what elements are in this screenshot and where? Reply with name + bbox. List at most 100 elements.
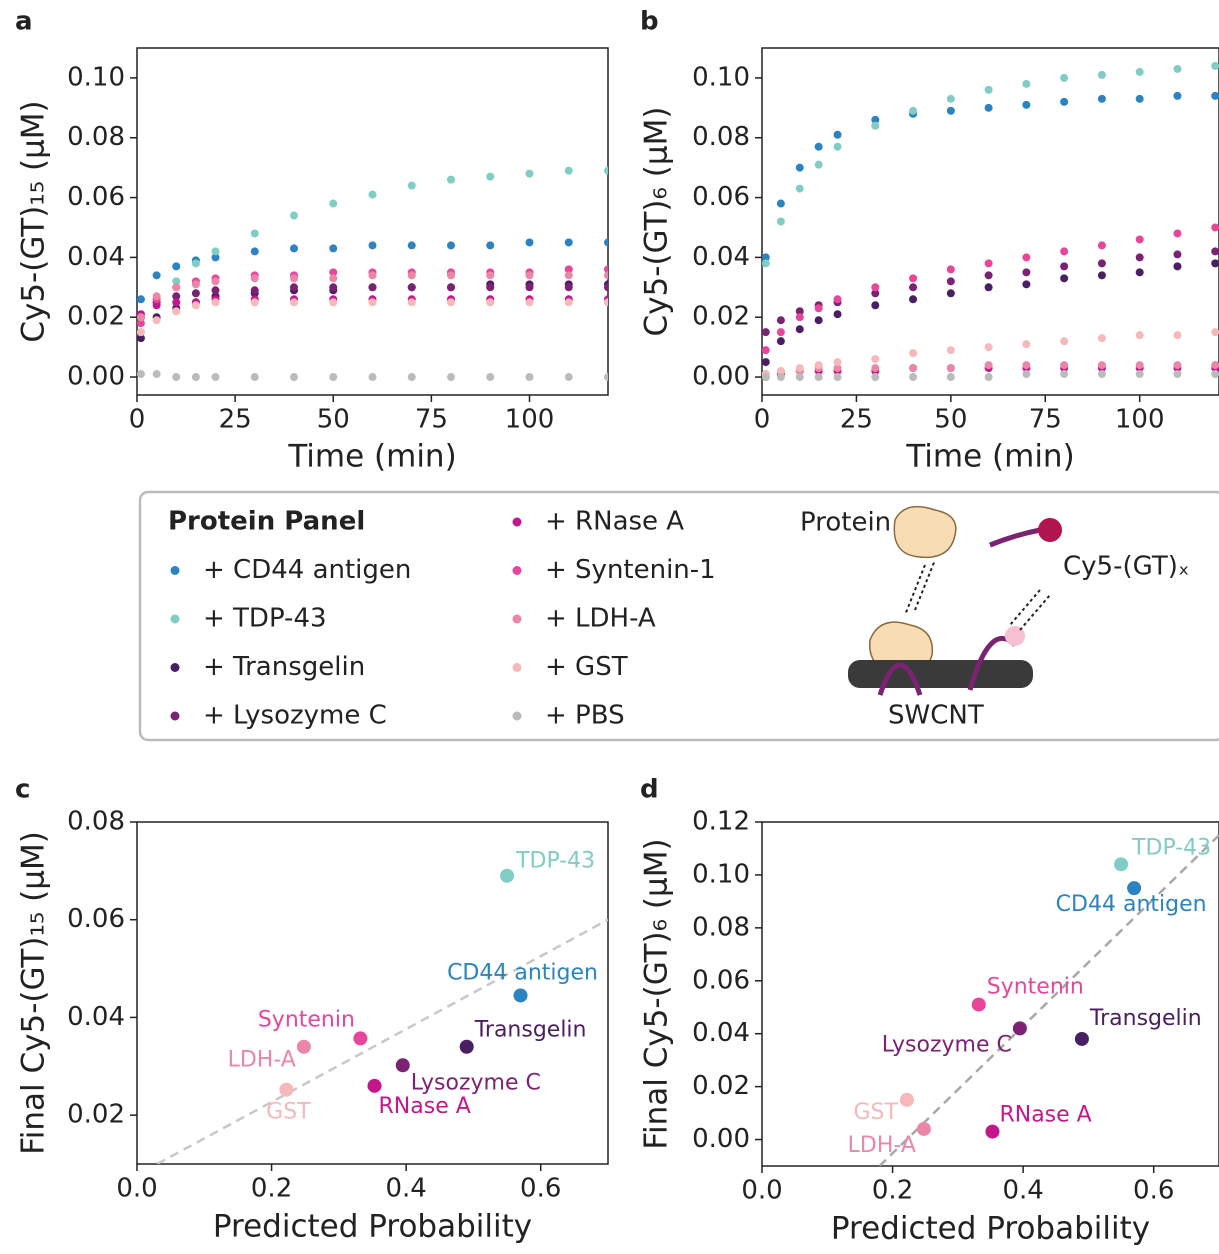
data-point [250,247,259,256]
data-point [762,259,770,268]
data-point [1135,94,1144,103]
y-tick-label: 0.10 [67,62,125,92]
data-point [1211,361,1219,370]
data-point [776,217,785,226]
data-point [871,121,880,130]
data-point [513,988,528,1003]
point-label: Lysozyme C [411,1070,541,1095]
data-point [1022,340,1031,349]
data-point [329,268,338,277]
data-point [191,373,200,382]
data-point [564,298,573,307]
data-point [250,274,259,283]
legend-label: + GST [545,652,628,682]
x-tick-label: 50 [934,405,967,435]
data-point [172,283,181,292]
data-point [604,373,608,382]
data-point [814,304,823,313]
data-point [329,244,338,253]
legend-marker [512,517,522,527]
data-point [447,373,455,382]
data-point [604,238,608,247]
diagram-label: SWCNT [888,701,984,731]
data-point [1097,259,1106,268]
data-point [1173,361,1182,370]
data-point [984,85,993,94]
data-point [1135,268,1144,277]
y-tick-label: 0.08 [692,912,750,942]
point-label: TDP-43 [1131,835,1211,860]
plot-frame [136,821,609,1165]
point-label: LDH-A [848,1133,916,1158]
data-point [1211,91,1219,100]
data-point [1060,274,1069,283]
panel-label: a [15,7,33,37]
data-point [604,265,608,274]
data-point [137,313,145,322]
data-point [172,277,181,286]
data-point [1022,100,1031,109]
point-label: Transgelin [474,1018,587,1043]
data-point [795,313,804,322]
data-point [1173,229,1182,238]
data-point [447,175,455,184]
data-point [353,1031,368,1046]
data-point [1022,79,1031,88]
data-point [1114,857,1129,872]
data-point [871,283,880,292]
x-axis-label: Predicted Probability [213,1209,532,1245]
legend-label: + Syntenin-1 [545,555,716,585]
x-tick-label: 50 [317,405,350,435]
data-point [367,1078,382,1093]
legend-marker [170,614,180,624]
data-point [290,244,298,253]
data-point [250,286,259,295]
data-point [916,1121,931,1136]
data-point [172,307,181,316]
data-point [486,271,495,280]
data-point [946,364,955,373]
data-point [985,1124,1000,1139]
data-point [971,997,986,1012]
data-point [500,868,515,883]
data-point [137,319,145,328]
data-point [211,373,220,382]
x-tick-label: 0.0 [741,1176,782,1206]
data-point [1173,370,1182,379]
data-point [1012,1021,1027,1036]
point-label: Syntenin [987,975,1084,1000]
data-point [1173,64,1182,73]
plot-frame [136,47,609,396]
data-point [899,1092,914,1107]
data-point [909,373,918,382]
x-tick-label: 75 [415,405,448,435]
x-tick-label: 0.6 [520,1174,561,1204]
data-point [152,370,161,379]
y-tick-label: 0.10 [692,859,750,889]
data-point [604,166,608,175]
data-point [776,373,785,382]
data-point [776,367,785,376]
y-tick-label: 0.04 [692,1018,750,1048]
data-point [407,241,416,250]
legend-title: Protein Panel [168,507,365,537]
data-point [564,265,573,274]
y-tick-label: 0.02 [67,1100,125,1130]
diagram-label: Protein [800,508,891,538]
data-point [525,283,534,292]
x-tick-label: 100 [505,405,555,435]
data-point [1173,250,1182,259]
y-tick-label: 0.08 [67,807,125,837]
x-tick-label: 0 [754,405,771,435]
legend-marker [170,566,180,575]
legend-box [138,490,1219,742]
point-label: CD44 antigen [447,960,598,985]
x-tick-label: 0.2 [872,1176,913,1206]
data-point [407,373,416,382]
data-point [984,283,993,292]
data-point [1022,370,1031,379]
y-tick-label: 0.04 [67,242,125,272]
plot-area [156,868,608,1164]
data-point [1097,241,1106,250]
